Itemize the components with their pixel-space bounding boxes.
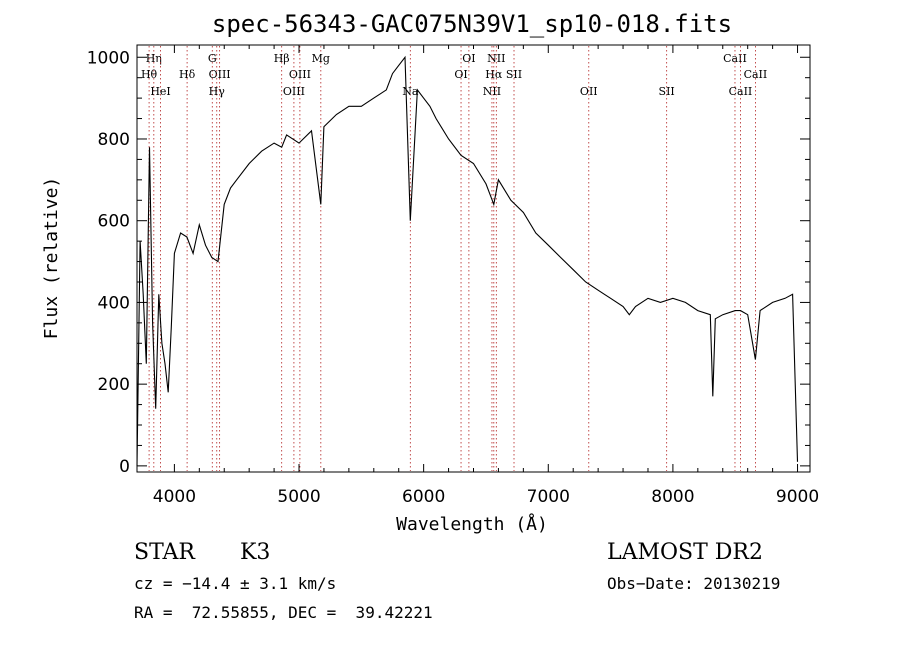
chart-title: spec-56343-GAC075N39V1_sp10-018.fits bbox=[212, 10, 732, 38]
line-label-19: SII bbox=[659, 85, 675, 98]
x-tick-label-1: 5000 bbox=[277, 487, 320, 507]
line-label-9: OIII bbox=[283, 85, 305, 98]
obs-date-text: Obs−Date: 20130219 bbox=[607, 574, 781, 593]
x-tick-label-2: 6000 bbox=[402, 487, 445, 507]
line-label-3: Hδ bbox=[179, 68, 196, 81]
line-label-6: Hγ bbox=[209, 85, 226, 98]
object-class: STAR bbox=[134, 540, 195, 565]
x-tick-label-4: 8000 bbox=[651, 487, 694, 507]
x-tick-label-3: 7000 bbox=[527, 487, 570, 507]
line-label-18: OII bbox=[580, 85, 598, 98]
line-label-13: OI bbox=[454, 68, 467, 81]
spectrum-line bbox=[136, 55, 799, 466]
line-label-16: SII bbox=[506, 68, 522, 81]
line-label-20: CaII bbox=[723, 52, 747, 65]
survey-name: LAMOST DR2 bbox=[607, 540, 763, 565]
line-label-21: CaII bbox=[744, 68, 768, 81]
plot-frame bbox=[136, 44, 811, 473]
x-axis-label: Wavelength (Å) bbox=[396, 513, 548, 535]
line-label-17: NII bbox=[483, 85, 501, 98]
y-tick-label-2: 400 bbox=[98, 293, 130, 313]
coordinates-text: RA = 72.55855, DEC = 39.42221 bbox=[134, 603, 433, 622]
line-label-0: Hη bbox=[146, 52, 162, 65]
line-label-12: OI bbox=[462, 52, 475, 65]
y-tick-label-1: 200 bbox=[98, 375, 130, 395]
line-label-15: Hα bbox=[485, 68, 503, 81]
line-label-1: Hθ bbox=[141, 68, 158, 81]
object-subclass: K3 bbox=[240, 540, 271, 565]
axis-ticks: 4000 5000 6000 7000 8000 9000 0 200 400 600 800 100… bbox=[87, 45, 819, 507]
y-tick-label-5: 1000 bbox=[87, 48, 130, 68]
y-axis-label: Flux (relative) bbox=[41, 177, 62, 340]
line-label-2: HeI bbox=[150, 85, 170, 98]
line-label-8: OIII bbox=[289, 68, 311, 81]
x-tick-label-5: 9000 bbox=[776, 487, 819, 507]
line-label-4: G bbox=[208, 52, 217, 65]
line-label-7: Hβ bbox=[274, 52, 290, 65]
line-label-10: Mg bbox=[312, 52, 330, 65]
x-tick-label-0: 4000 bbox=[153, 487, 196, 507]
y-tick-label-3: 600 bbox=[98, 212, 130, 232]
line-label-14: NII bbox=[487, 52, 505, 65]
line-label-22: CaII bbox=[729, 85, 753, 98]
line-label-5: OIII bbox=[209, 68, 231, 81]
y-tick-label-0: 0 bbox=[119, 457, 130, 477]
y-tick-label-4: 800 bbox=[98, 130, 130, 150]
line-label-11: Na bbox=[402, 85, 419, 98]
redshift-text: cz = −14.4 ± 3.1 km/s bbox=[134, 574, 337, 593]
